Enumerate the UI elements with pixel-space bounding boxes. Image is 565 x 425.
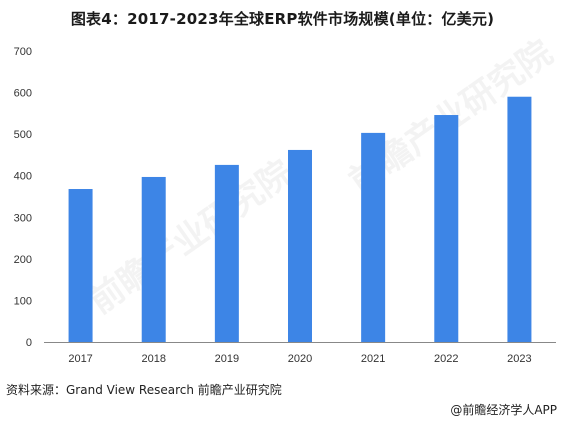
source-note: 资料来源：Grand View Research 前瞻产业研究院: [6, 383, 282, 397]
y-tick-label: 300: [14, 212, 32, 224]
x-tick-label: 2019: [215, 353, 239, 365]
y-tick-label: 600: [14, 88, 32, 100]
x-tick-label: 2018: [141, 353, 165, 365]
y-tick-label: 400: [14, 171, 32, 183]
x-tick-label: 2022: [434, 353, 458, 365]
bar-2022: [434, 115, 459, 343]
y-tick-label: 0: [26, 337, 32, 349]
bar-2023: [507, 96, 532, 342]
y-tick-label: 200: [14, 254, 32, 266]
y-tick-label: 100: [14, 295, 32, 307]
bar-2020: [288, 149, 312, 342]
footer-credit: @前瞻经济学人APP: [450, 401, 557, 418]
x-axis: 2017 2018 2019 2020 2021 2022 2023: [68, 353, 531, 365]
bar-2021: [361, 132, 386, 342]
y-axis: 0 100 200 300 400 500 600 700: [14, 46, 32, 349]
bar-2018: [141, 176, 166, 342]
x-tick-label: 2020: [288, 353, 312, 365]
chart-title: 图表4：2017-2023年全球ERP软件市场规模(单位：亿美元): [70, 10, 495, 28]
x-tick-label: 2021: [361, 353, 385, 365]
y-tick-label: 500: [14, 129, 32, 141]
x-tick-label: 2023: [507, 353, 531, 365]
bar-series: [68, 96, 532, 343]
bar-2017: [68, 189, 93, 342]
footer-text: @前瞻经济学人APP: [450, 403, 557, 417]
y-tick-label: 700: [14, 46, 32, 58]
bar-2019: [214, 164, 239, 342]
x-tick-label: 2017: [68, 353, 92, 365]
